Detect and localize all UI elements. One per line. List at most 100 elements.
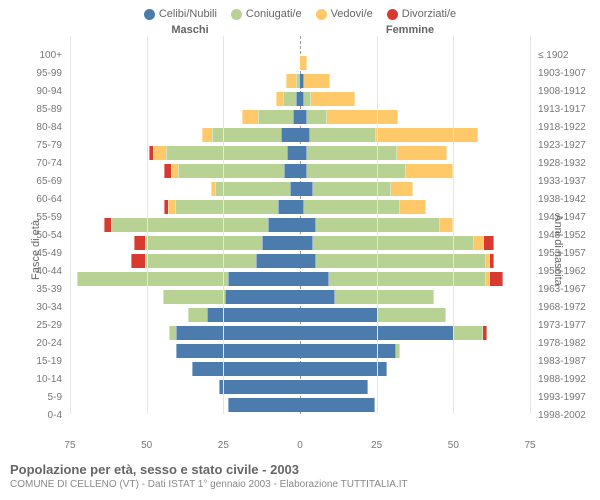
bar-segment [169,326,176,340]
age-label: 10-14 [0,370,66,388]
bar-segment [391,182,413,196]
female-bar [300,270,530,288]
bar-segment [300,56,307,70]
bar-segment [286,74,296,88]
bar-segment [283,92,296,106]
female-bar [300,108,530,126]
bar-segment [104,218,111,232]
age-label: 55-59 [0,208,66,226]
male-bar [70,108,300,126]
female-bar [300,144,530,162]
age-label: 35-39 [0,280,66,298]
age-label: 70-74 [0,154,66,172]
birth-year-label: 1963-1967 [534,280,600,298]
bar-segment [311,92,355,106]
age-label: 60-64 [0,190,66,208]
bar-segment [300,254,316,268]
bar-segment [300,218,316,232]
bar-segment [484,236,494,250]
bar-segment [300,344,396,358]
bar-segment [304,200,400,214]
bar-segment [376,128,478,142]
bar-row [70,90,530,108]
bar-row [70,270,530,288]
bar-row [70,360,530,378]
bar-segment [378,308,446,322]
bar-segment [256,254,300,268]
age-label: 65-69 [0,172,66,190]
male-bar [70,288,300,306]
female-bar [300,126,530,144]
bar-segment [483,326,487,340]
grid-line [530,36,531,414]
bar-segment [474,236,484,250]
bar-segment [145,254,256,268]
bar-row [70,198,530,216]
bar-segment [262,236,300,250]
bar-segment [163,290,225,304]
bar-segment [396,344,400,358]
female-bar [300,198,530,216]
age-label: 30-34 [0,298,66,316]
bar-segment [202,128,212,142]
female-bar [300,90,530,108]
bar-segment [111,218,268,232]
male-bar [70,360,300,378]
bar-row [70,216,530,234]
bar-segment [400,200,426,214]
female-bar [300,288,530,306]
male-bar [70,36,300,54]
bar-segment [304,74,330,88]
bar-segment [300,308,378,322]
age-label: 95-99 [0,64,66,82]
bar-segment [300,362,387,376]
x-tick-center: 0 [297,440,303,451]
male-bar [70,342,300,360]
age-label: 75-79 [0,136,66,154]
bar-segment [307,110,326,124]
plot-area [70,36,530,414]
bar-segment [228,272,300,286]
bar-row [70,252,530,270]
bar-segment [145,236,263,250]
female-bar [300,378,530,396]
birth-year-label: 1998-2002 [534,406,600,424]
female-bar [300,234,530,252]
bar-segment [307,164,406,178]
age-label: 50-54 [0,226,66,244]
bar-row [70,342,530,360]
male-bar [70,306,300,324]
bar-row [70,108,530,126]
bar-segment [242,110,258,124]
age-label: 25-29 [0,316,66,334]
female-bar [300,360,530,378]
bar-segment [134,236,144,250]
male-bar [70,180,300,198]
female-bar [300,216,530,234]
legend-label: Vedovi/e [331,8,373,20]
bar-segment [175,200,277,214]
female-bar [300,72,530,90]
legend-swatch [316,9,327,20]
age-label: 90-94 [0,82,66,100]
male-bar [70,252,300,270]
birth-year-label: 1988-1992 [534,370,600,388]
male-bar [70,126,300,144]
bar-segment [307,146,397,160]
bar-segment [178,164,283,178]
bar-rows [70,36,530,414]
bar-segment [454,326,483,340]
male-bar [70,144,300,162]
bar-segment [300,236,313,250]
female-bar [300,36,530,54]
birth-year-label: 1928-1932 [534,154,600,172]
age-label: 100+ [0,46,66,64]
bar-segment [290,182,300,196]
bar-segment [287,146,300,160]
bar-segment [313,182,391,196]
bar-segment [316,218,440,232]
bar-segment [406,164,453,178]
grid-line [377,36,378,414]
bar-row [70,36,530,54]
bar-row [70,324,530,342]
